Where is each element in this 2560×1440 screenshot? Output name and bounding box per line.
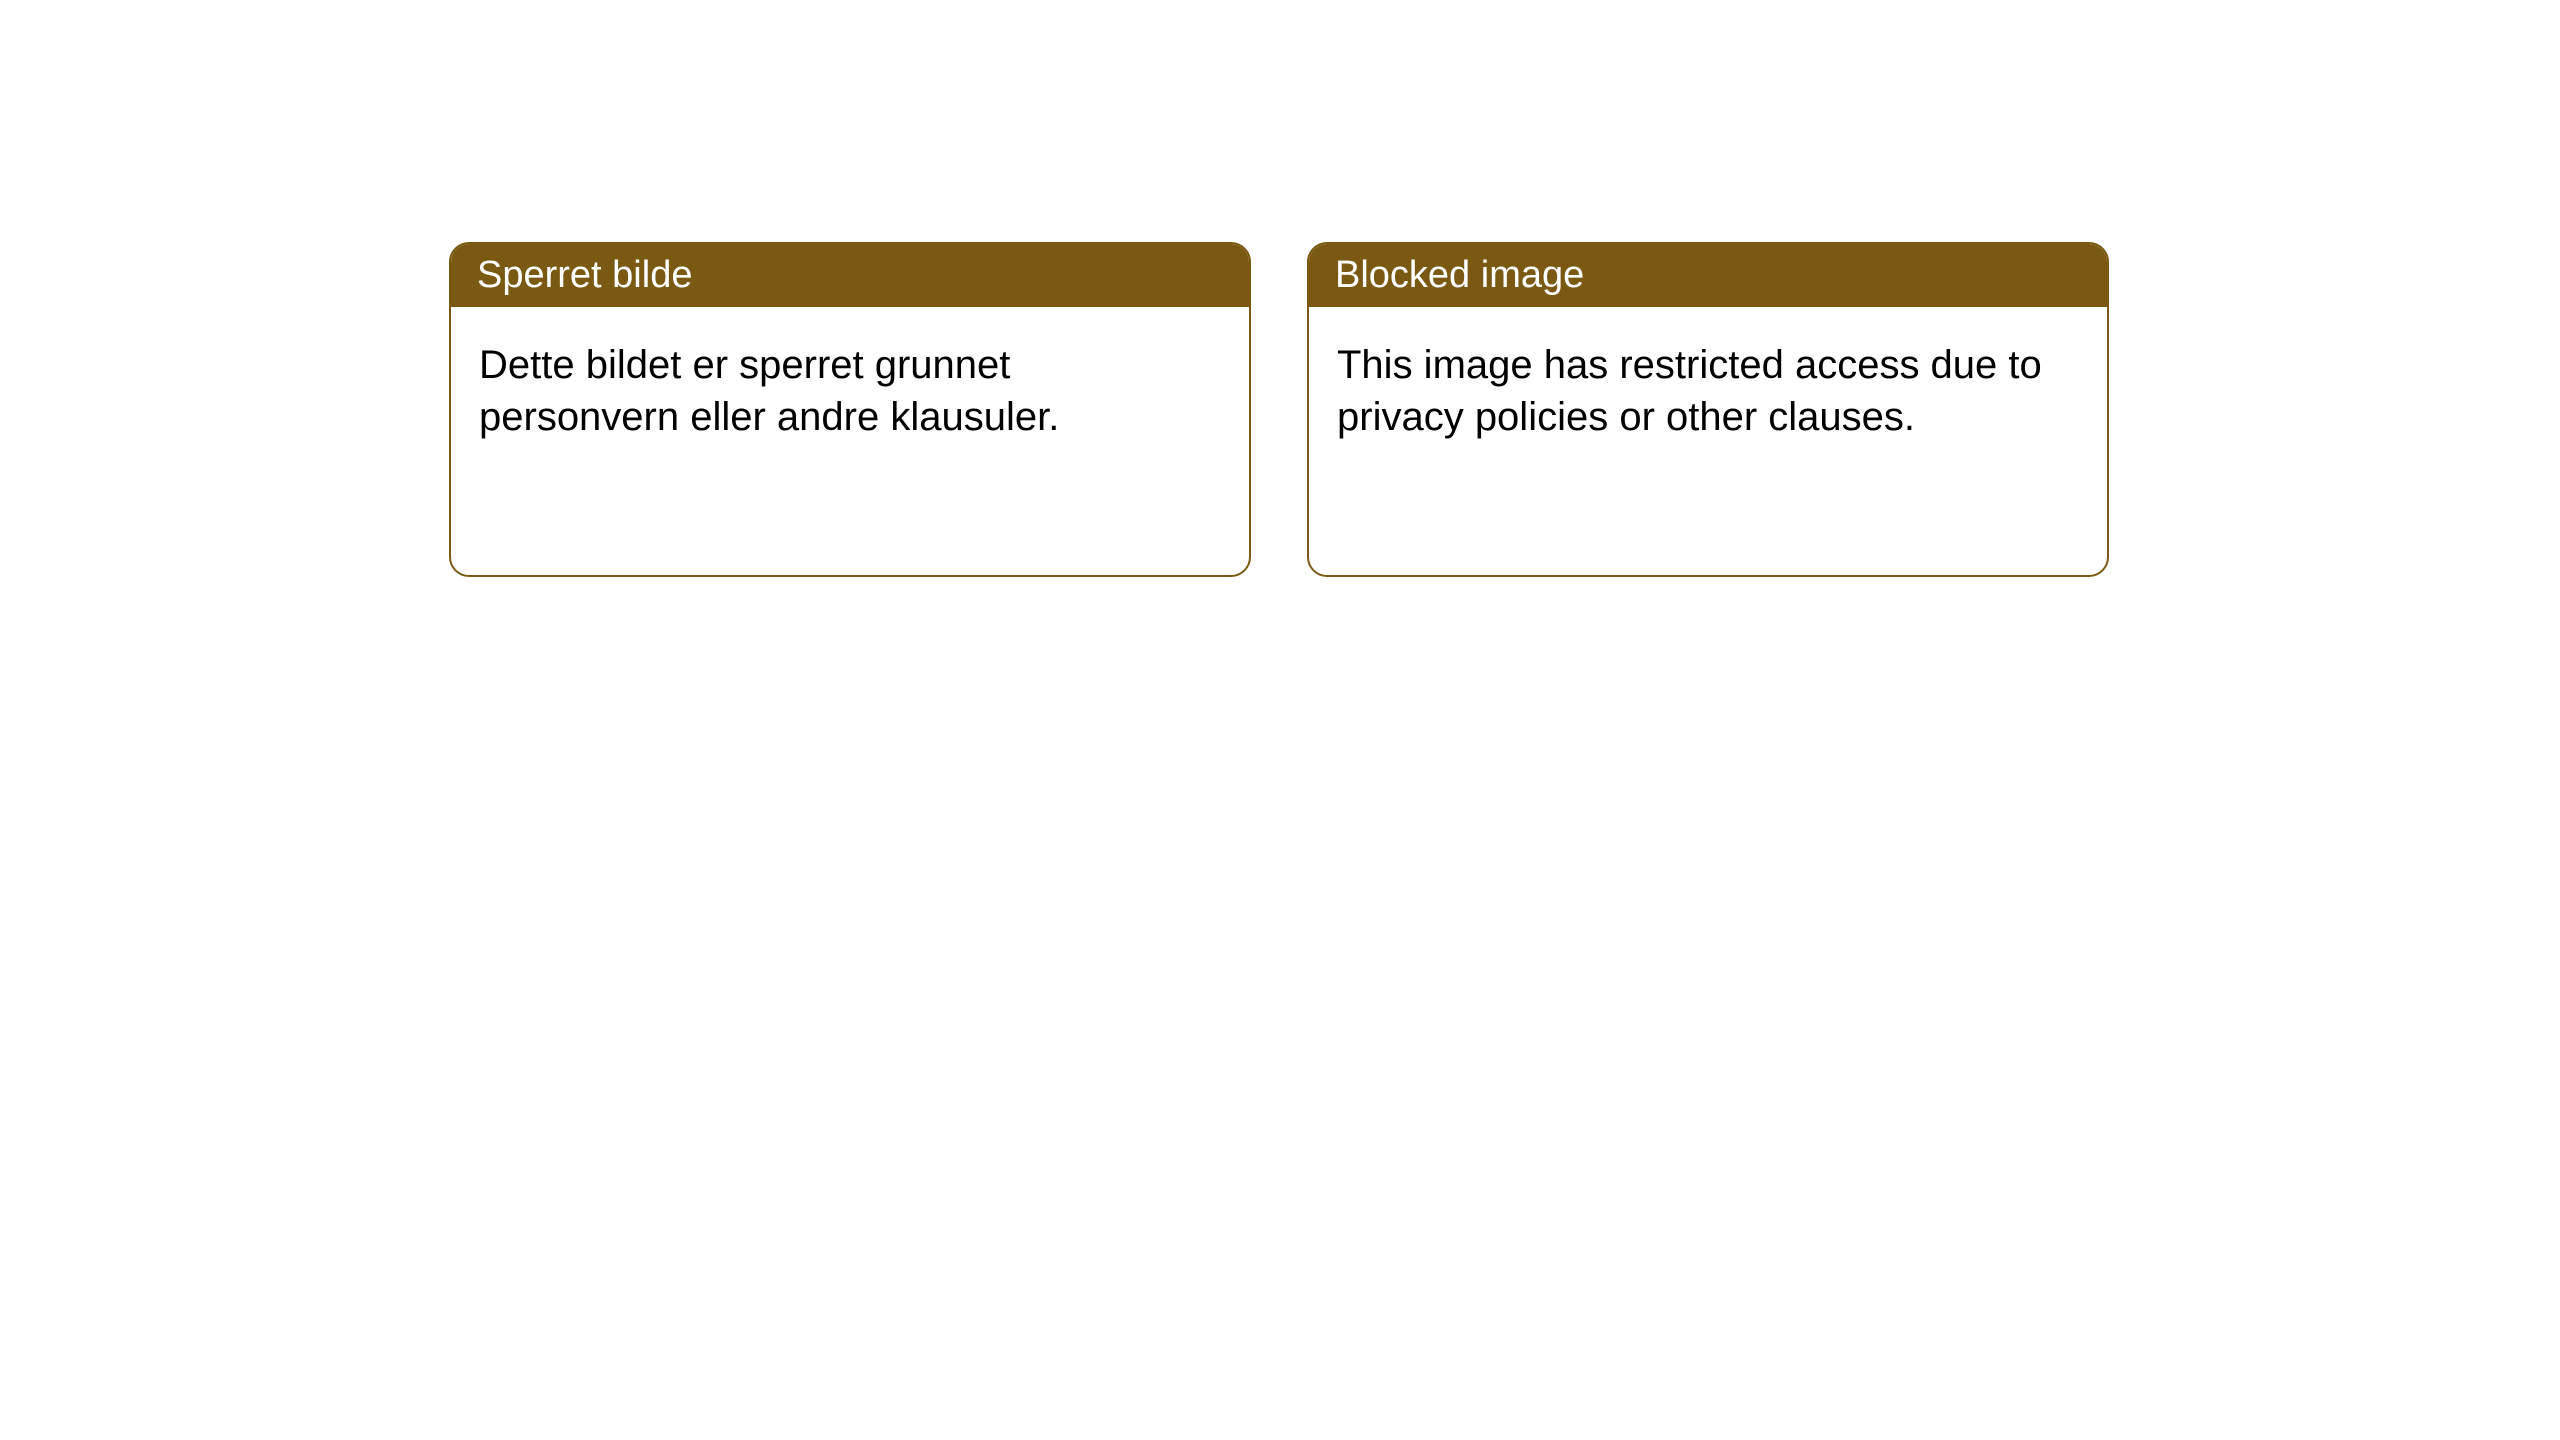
notice-body: This image has restricted access due to … <box>1309 307 2107 475</box>
notice-card-norwegian: Sperret bilde Dette bildet er sperret gr… <box>449 242 1251 577</box>
notice-container: Sperret bilde Dette bildet er sperret gr… <box>449 242 2109 577</box>
notice-header: Blocked image <box>1309 244 2107 307</box>
notice-header: Sperret bilde <box>451 244 1249 307</box>
notice-card-english: Blocked image This image has restricted … <box>1307 242 2109 577</box>
notice-body: Dette bildet er sperret grunnet personve… <box>451 307 1249 475</box>
